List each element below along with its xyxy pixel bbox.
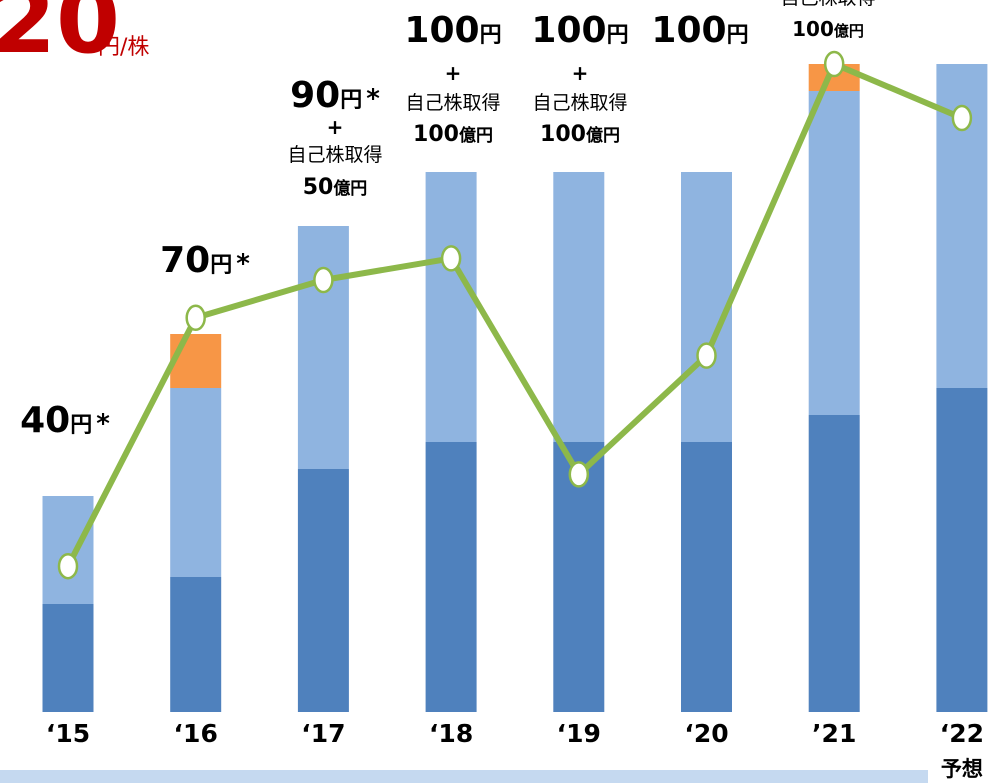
x-tick-label: ‘18 — [429, 719, 473, 748]
line-marker — [823, 50, 845, 78]
buyback-unit: 億円 — [586, 125, 620, 146]
x-tick-label: ‘19 — [557, 719, 601, 748]
bar-segment — [170, 334, 222, 388]
line-marker — [951, 104, 973, 132]
dividend-amount: 100 — [404, 10, 479, 51]
dividend-star: * — [96, 409, 110, 439]
dividend-label: 90円 * — [290, 75, 380, 116]
dividend-star: * — [236, 249, 250, 279]
dividend-label: 100円 — [651, 10, 748, 51]
buyback-unit: 億円 — [333, 178, 367, 199]
dividend-amount: 100 — [651, 10, 726, 51]
buyback-amount-label: 50億円 — [303, 175, 368, 200]
plus: + — [572, 61, 589, 85]
bar-segment — [170, 388, 222, 577]
bar-segment — [808, 91, 860, 415]
x-tick-label: ’21 — [812, 719, 856, 748]
buyback-amount-label: 100億円 — [792, 17, 864, 41]
dividend-label: 100円 — [531, 10, 628, 51]
dividend-unit: 円 — [70, 413, 92, 438]
dividend-amount: 40 — [20, 400, 70, 441]
buyback-amount: 50 — [303, 175, 334, 200]
line-marker — [440, 245, 462, 272]
buyback-amount-label: 100億円 — [540, 122, 620, 147]
bar-segment — [681, 172, 732, 442]
bar-segment — [42, 604, 94, 712]
bar-segment — [681, 442, 732, 712]
footer-strip — [0, 770, 928, 783]
line-marker — [696, 342, 717, 369]
headline-unit: 円/株 — [98, 35, 149, 60]
x-tick-label: ‘17 — [301, 719, 345, 748]
line — [65, 61, 964, 568]
dividend-amount: 90 — [290, 75, 340, 116]
headline-amount: 20 — [0, 0, 120, 74]
buyback-label: 自己株取得 — [532, 92, 627, 114]
dividend-label: 70円 * — [160, 240, 250, 281]
x-tick-label: ‘15 — [46, 719, 90, 748]
x-tick-label: ‘16 — [174, 719, 218, 748]
bar-segment — [42, 496, 94, 604]
bar-segment — [808, 415, 860, 712]
buyback-label: 自己株取得 — [287, 144, 382, 166]
bar-segment — [297, 226, 349, 469]
line-marker — [313, 266, 334, 294]
buyback-amount: 100 — [413, 122, 459, 147]
bar-segment — [170, 577, 222, 712]
dividend-unit: 円 — [480, 23, 502, 48]
bar-segment — [297, 469, 349, 712]
dividend-label: 100円 — [404, 10, 501, 51]
dividend-amount: 100 — [531, 10, 606, 51]
buyback-amount: 100 — [540, 122, 586, 147]
bar-segment — [936, 388, 988, 712]
bar-segment — [425, 442, 477, 712]
dividend-unit: 円 — [727, 23, 749, 48]
x-tick-label: ‘20 — [684, 719, 728, 748]
x-tick-note: 予想 — [941, 757, 983, 781]
buyback-unit: 億円 — [834, 22, 864, 40]
buyback-label: 自己株取得 — [405, 92, 500, 114]
dividend-amount: 70 — [160, 240, 210, 281]
bar-segment — [425, 172, 477, 442]
buyback-amount: 100 — [792, 17, 834, 41]
bar-segment — [553, 172, 605, 442]
line-marker — [185, 304, 206, 332]
dividend-unit: 円 — [340, 88, 362, 113]
plus: + — [327, 115, 344, 139]
x-tick-label: ‘22 — [940, 719, 984, 748]
buyback-label: 自己株取得 — [780, 0, 875, 9]
line-marker — [568, 461, 590, 488]
buyback-amount-label: 100億円 — [413, 122, 493, 147]
plus: + — [445, 61, 462, 85]
dividend-star: * — [366, 84, 380, 114]
dividend-label: 40円 * — [20, 400, 110, 441]
buyback-unit: 億円 — [459, 125, 493, 146]
line-marker — [57, 552, 79, 580]
dividend-unit: 円 — [210, 253, 232, 278]
dividend-unit: 円 — [607, 23, 629, 48]
